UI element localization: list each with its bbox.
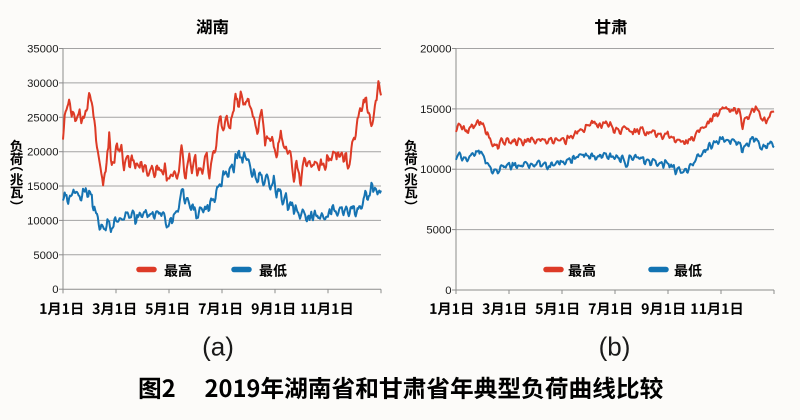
svg-text:20000: 20000: [27, 147, 58, 159]
svg-text:5000: 5000: [33, 250, 58, 262]
svg-text:0: 0: [445, 285, 451, 297]
svg-text:5000: 5000: [426, 225, 451, 237]
svg-text:25000: 25000: [27, 112, 58, 124]
svg-text:15000: 15000: [420, 104, 451, 116]
svg-text:(a): (a): [202, 332, 234, 362]
svg-text:20000: 20000: [420, 44, 451, 56]
svg-text:10000: 10000: [27, 215, 58, 227]
svg-text:0: 0: [52, 284, 58, 296]
svg-text:15000: 15000: [27, 181, 58, 193]
svg-text:35000: 35000: [27, 44, 58, 56]
svg-text:(b): (b): [599, 332, 631, 362]
svg-text:10000: 10000: [420, 164, 451, 176]
svg-text:30000: 30000: [27, 78, 58, 90]
